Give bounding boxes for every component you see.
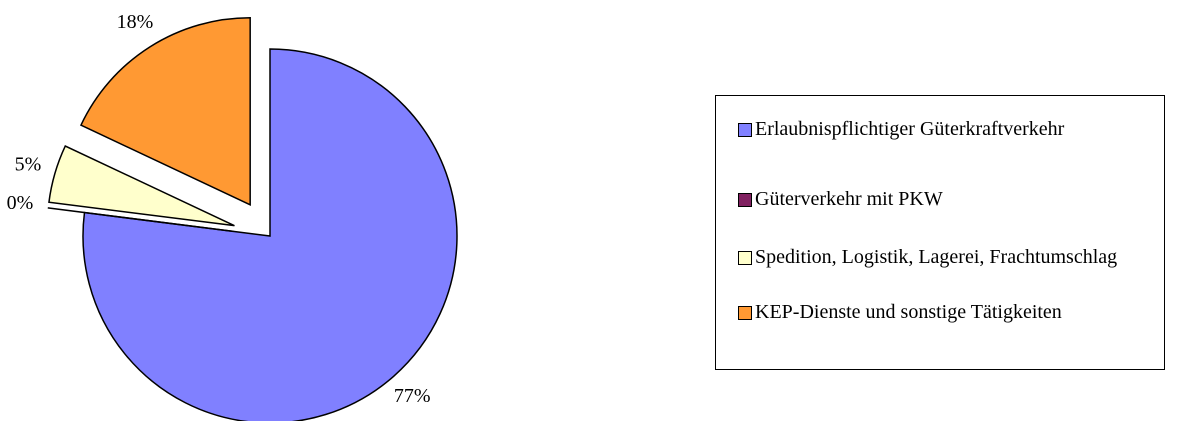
legend-label: Güterverkehr mit PKW [755,188,943,210]
legend: Erlaubnispflichtiger Güterkraftverkehr Gü… [715,95,1165,370]
pie-slice [79,17,251,206]
data-label: 77% [394,385,431,407]
pie-slice [48,145,235,227]
pie-slice [82,48,458,421]
legend-swatch [738,306,752,320]
data-label: 18% [117,11,154,33]
legend-swatch [738,123,752,137]
data-label: 5% [15,153,42,175]
legend-label: KEP-Dienste und sonstige Tätigkeiten [755,301,1062,323]
legend-label: Erlaubnispflichtiger Güterkraftverkehr [755,118,1065,140]
data-label: 0% [7,192,34,214]
legend-swatch [738,193,752,207]
legend-label: Spedition, Logistik, Lagerei, Frachtumsc… [755,246,1118,268]
legend-swatch [738,251,752,265]
